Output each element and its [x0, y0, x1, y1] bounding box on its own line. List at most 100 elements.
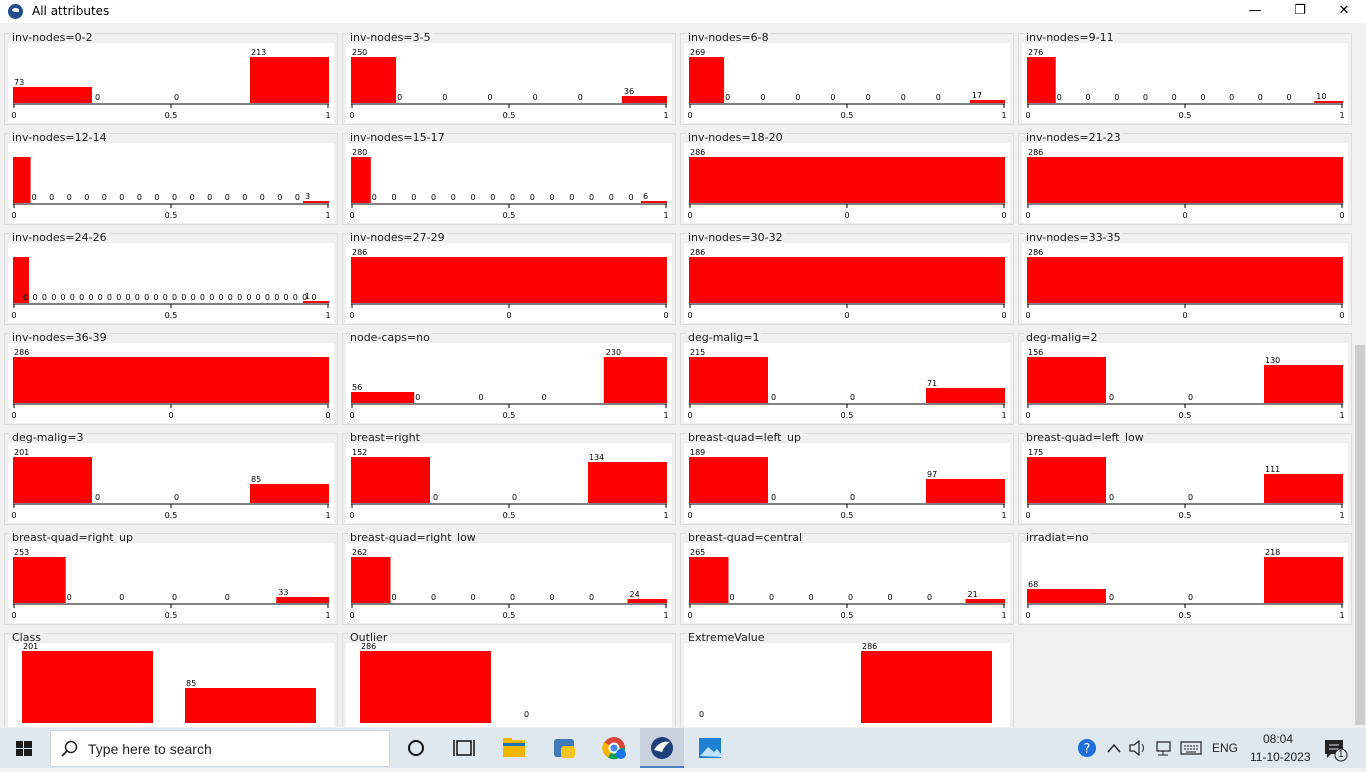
bar-value-label: 0	[809, 593, 814, 602]
bar-value-label: 0	[116, 293, 121, 302]
clock-time[interactable]: 08:04	[1263, 732, 1294, 746]
taskbar-file-explorer[interactable]	[498, 728, 530, 768]
bar-value-label: 0	[88, 293, 93, 302]
histogram-plot: 56 0 0 0 230 0 0.5 1	[346, 343, 672, 423]
axis-tick-label: 1	[1339, 111, 1344, 120]
histogram-bar	[13, 157, 31, 203]
histogram-plot: 0 286	[684, 643, 1010, 727]
clock-date[interactable]: 11-10-2023	[1250, 750, 1311, 764]
keyboard-icon	[1180, 741, 1202, 755]
bar-value-label: 286	[690, 148, 705, 157]
bar-value-label: 130	[1265, 356, 1280, 365]
notifications-button[interactable]: 1	[1320, 728, 1352, 768]
bar-value-label: 201	[23, 643, 38, 651]
network-button[interactable]	[1152, 728, 1174, 768]
axis-tick-label: 0.5	[1179, 611, 1192, 620]
bar-value-label: 0	[830, 93, 835, 102]
histogram-bar	[22, 651, 153, 723]
bar-value-label: 68	[1028, 580, 1038, 589]
bar-value-label: 0	[533, 93, 538, 102]
histogram-bar	[13, 357, 329, 403]
histogram-plot: 286 0 0 0	[346, 243, 672, 323]
histogram-bar	[627, 599, 667, 603]
restore-button[interactable]: ❐	[1294, 3, 1306, 18]
bar-value-label: 0	[107, 293, 112, 302]
close-button[interactable]: ✕	[1338, 3, 1350, 18]
attribute-title: breast-quad=left_up	[686, 431, 803, 444]
bar-value-label: 0	[135, 293, 140, 302]
bar-value-label: 71	[927, 379, 937, 388]
attribute-panel: breast-quad=right_up 253 0 0 0 0 33 0 0.5 1	[4, 531, 338, 625]
bar-value-label: 286	[14, 348, 29, 357]
axis-tick-label: 0	[349, 411, 354, 420]
axis-tick-label: 0	[349, 311, 354, 320]
bar-value-label: 0	[510, 593, 515, 602]
bar-value-label: 0	[237, 293, 242, 302]
language-indicator[interactable]: ENG	[1212, 741, 1239, 755]
bar-value-label: 0	[431, 193, 436, 202]
bar-value-label: 0	[795, 93, 800, 102]
axis-tick-label: 0	[687, 411, 692, 420]
bar-value-label: 0	[67, 593, 72, 602]
histogram-plot: 286 0 0 0	[1022, 243, 1348, 323]
bar-value-label: 0	[609, 193, 614, 202]
scrollbar-thumb[interactable]	[1355, 345, 1365, 725]
histogram-bar	[926, 388, 1005, 403]
attribute-title: inv-nodes=12-14	[10, 131, 109, 144]
bar-value-label: 1	[305, 292, 310, 301]
axis-tick-label: 0	[687, 211, 692, 220]
axis-tick-label: 0.5	[841, 411, 854, 420]
attribute-panel: inv-nodes=6-8 269 0 0 0 0 0 0 0 17 0 0.5 1	[680, 31, 1014, 125]
bar-value-label: 0	[33, 293, 38, 302]
bar-value-label: 265	[690, 548, 705, 557]
bar-value-label: 0	[771, 493, 776, 502]
histogram-bar	[351, 57, 397, 103]
bar-value-label: 0	[61, 293, 66, 302]
histogram-bar	[13, 557, 66, 603]
bar-value-label: 0	[927, 593, 932, 602]
axis-tick-label: 1	[663, 411, 668, 420]
attribute-panel: deg-malig=2 156 0 0 130 0 0.5 1	[1018, 331, 1352, 425]
bar-value-label: 6	[643, 192, 648, 201]
task-view-icon	[453, 740, 475, 756]
histogram-plot: 253 0 0 0 0 33 0 0.5 1	[8, 543, 334, 623]
histogram-svg: 0 286	[699, 643, 992, 723]
volume-button[interactable]	[1127, 728, 1149, 768]
attribute-panel: inv-nodes=12-14 0 0 0 0 0 0 0 0 0 0 0 0 0 0 0 0 3 0 0.5 1	[4, 131, 338, 225]
bar-value-label: 0	[1109, 393, 1114, 402]
bar-value-label: 0	[589, 193, 594, 202]
bar-value-label: 0	[119, 593, 124, 602]
histogram-bar	[689, 357, 768, 403]
histogram-svg: 201 0 0 85 0 0.5 1	[11, 448, 330, 520]
bar-value-label: 0	[471, 593, 476, 602]
histogram-bar	[588, 462, 667, 503]
histogram-bar	[621, 96, 667, 103]
histogram-bar	[641, 201, 667, 203]
cortana-button[interactable]	[400, 728, 432, 768]
taskbar-chrome[interactable]	[598, 728, 630, 768]
histogram-svg: 68 0 0 218 0 0.5 1	[1025, 548, 1344, 620]
taskbar-weka[interactable]	[640, 728, 684, 768]
task-view-button[interactable]	[448, 728, 480, 768]
bar-value-label: 0	[392, 593, 397, 602]
bar-value-label: 0	[98, 293, 103, 302]
help-tray-button[interactable]: ?	[1076, 728, 1098, 768]
start-button[interactable]	[0, 728, 48, 768]
histogram-svg: 286 0 0 0	[349, 248, 668, 320]
axis-tick-label: 0.5	[165, 311, 178, 320]
attribute-panel: breast-quad=central 265 0 0 0 0 0 0 21 0 0.5 1	[680, 531, 1014, 625]
taskbar-python[interactable]	[548, 728, 580, 768]
bar-value-label: 0	[23, 293, 28, 302]
touch-keyboard-button[interactable]	[1178, 728, 1204, 768]
histogram-plot: 286 0 0 0	[684, 243, 1010, 323]
histogram-bar	[250, 484, 329, 503]
axis-tick-label: 1	[1001, 111, 1006, 120]
bar-value-label: 0	[153, 293, 158, 302]
show-hidden-icons-button[interactable]	[1104, 728, 1124, 768]
taskbar-search-box[interactable]: Type here to search	[50, 730, 390, 767]
axis-tick-label: 0.5	[165, 111, 178, 120]
minimize-button[interactable]: —	[1248, 3, 1262, 18]
histogram-bar	[689, 557, 729, 603]
histogram-svg: 0 0 0 0 0 0 0 0 0 0 0 0 0 0 0 0 30 0.5 1	[11, 157, 331, 220]
taskbar-photos[interactable]	[694, 728, 726, 768]
